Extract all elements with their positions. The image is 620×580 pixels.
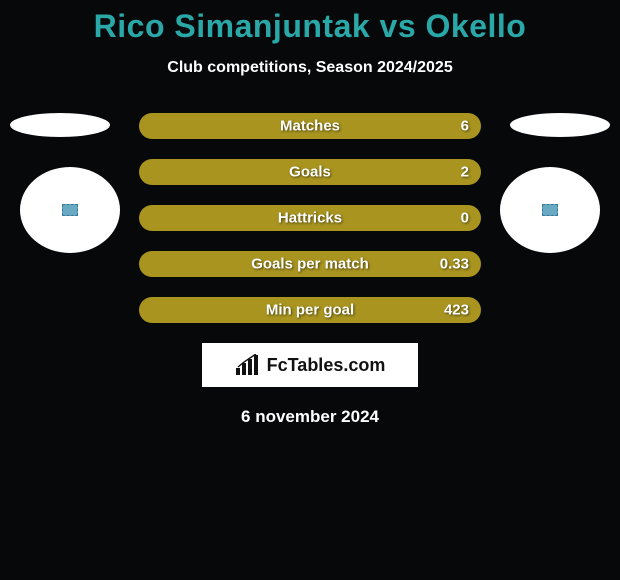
brand-bars-icon: [235, 354, 261, 376]
stats-bars: Matches 6 Goals 2 Hattricks 0 Goals per …: [139, 113, 481, 323]
stat-bar-goals: Goals 2: [139, 159, 481, 185]
stat-label: Matches: [280, 118, 340, 135]
stat-label: Goals: [289, 164, 331, 181]
stat-label: Goals per match: [251, 256, 369, 273]
stat-value: 423: [444, 302, 469, 319]
placeholder-image-icon: [542, 204, 558, 216]
decor-ellipse-left: [10, 113, 110, 137]
stat-bar-hattricks: Hattricks 0: [139, 205, 481, 231]
footer-date: 6 november 2024: [0, 407, 620, 427]
decor-ellipse-right: [510, 113, 610, 137]
placeholder-image-icon: [62, 204, 78, 216]
player-photo-left: [20, 167, 120, 253]
brand-text: FcTables.com: [267, 355, 386, 376]
stat-value: 0: [461, 210, 469, 227]
stat-label: Min per goal: [266, 302, 354, 319]
stat-label: Hattricks: [278, 210, 342, 227]
page-title: Rico Simanjuntak vs Okello: [0, 0, 620, 45]
stat-value: 0.33: [440, 256, 469, 273]
subtitle: Club competitions, Season 2024/2025: [0, 59, 620, 77]
stat-bar-goals-per-match: Goals per match 0.33: [139, 251, 481, 277]
stat-bar-matches: Matches 6: [139, 113, 481, 139]
player-photo-right: [500, 167, 600, 253]
content-area: Matches 6 Goals 2 Hattricks 0 Goals per …: [0, 113, 620, 427]
brand-badge: FcTables.com: [202, 343, 418, 387]
stat-value: 2: [461, 164, 469, 181]
stat-value: 6: [461, 118, 469, 135]
stat-bar-min-per-goal: Min per goal 423: [139, 297, 481, 323]
